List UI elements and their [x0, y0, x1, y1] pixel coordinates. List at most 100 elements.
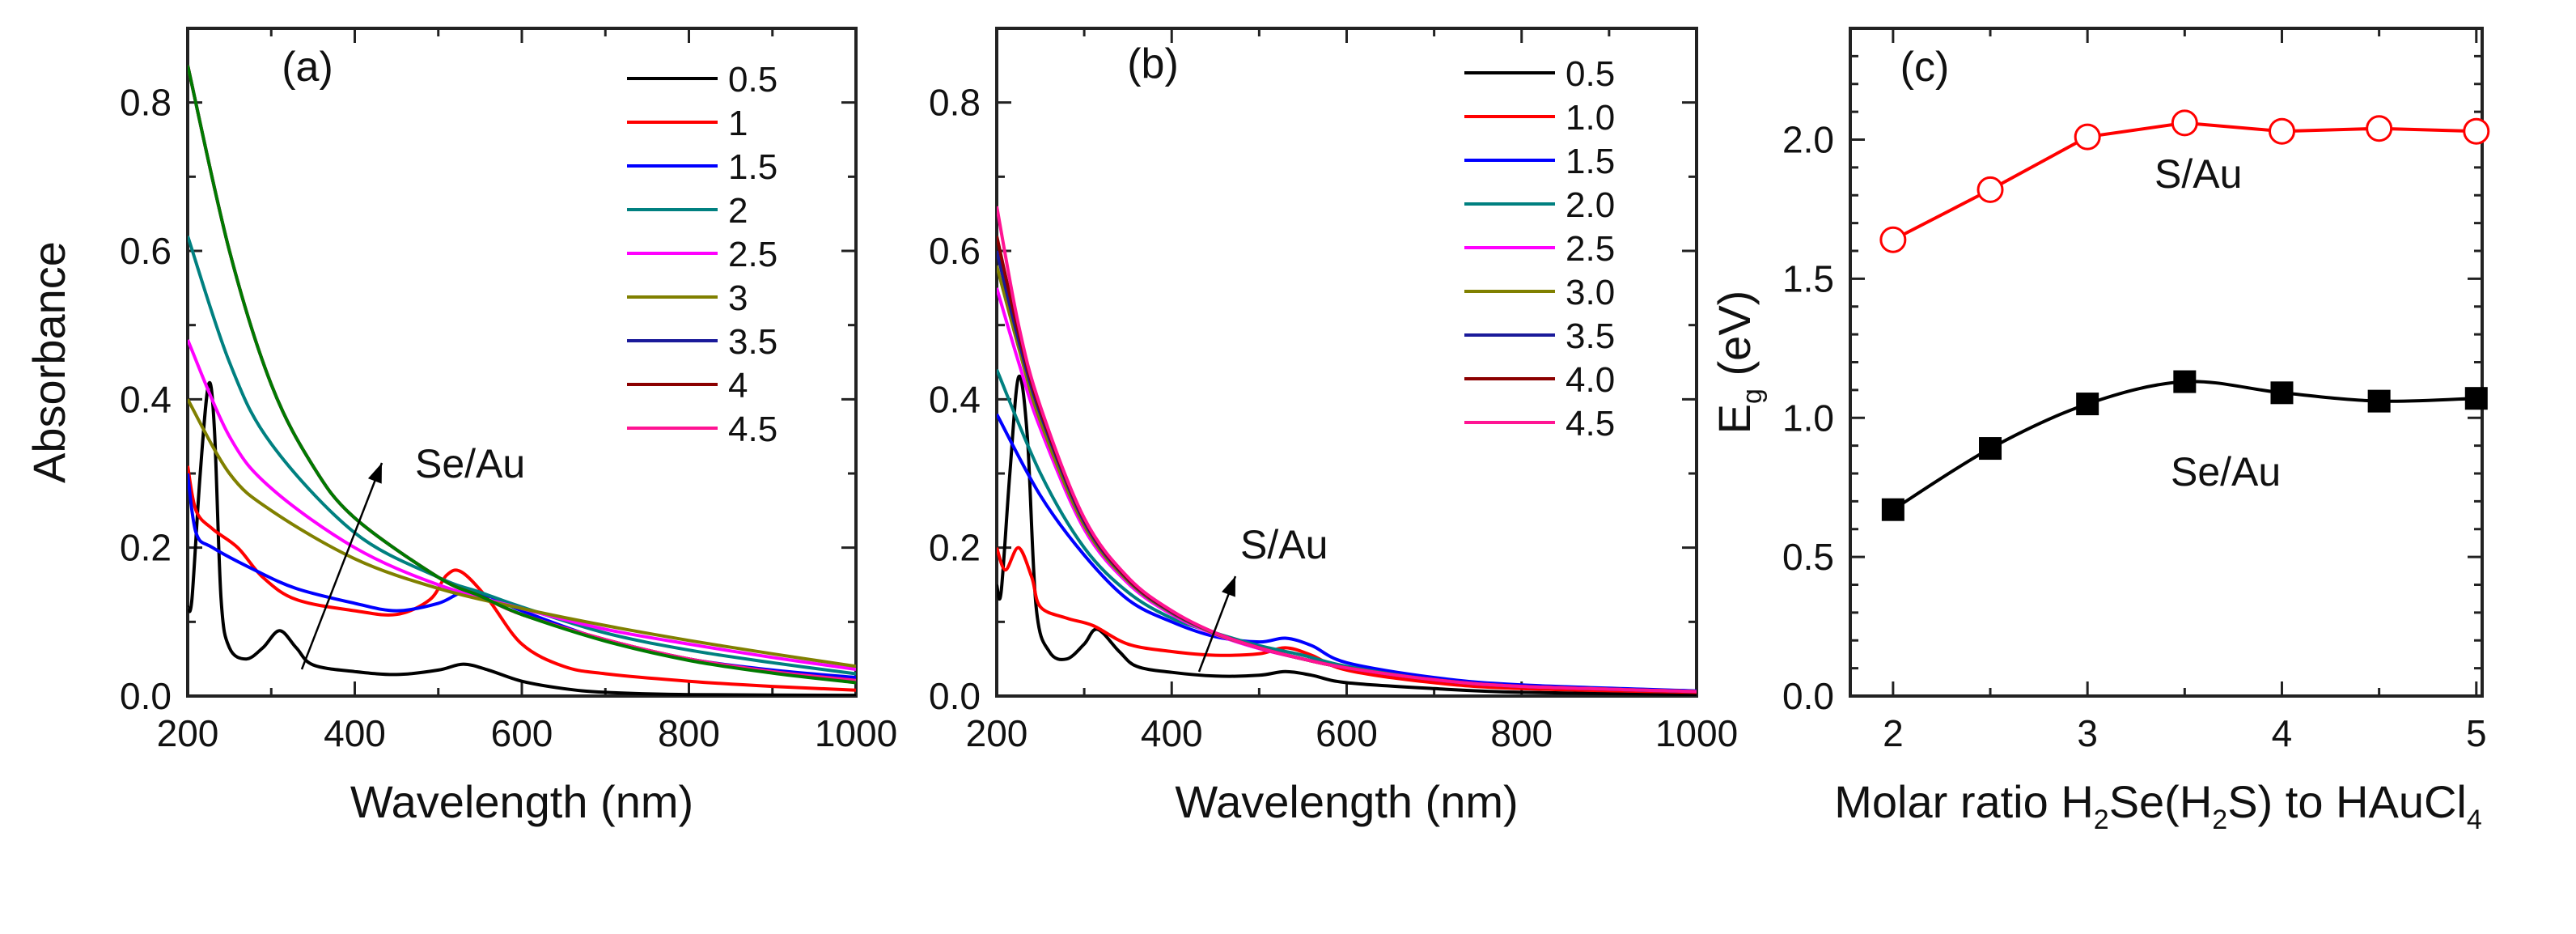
annotation-arrow	[300, 462, 383, 670]
y-tick-label: 0.0	[120, 675, 172, 717]
legend-label: 4.5	[1566, 404, 1615, 444]
data-point-circle	[2171, 109, 2198, 137]
x-tick-label: 800	[1490, 712, 1553, 754]
data-point-circle	[2366, 115, 2393, 142]
y-axis-title-part: E	[1709, 404, 1760, 434]
data-point-square	[1979, 437, 2002, 461]
legend-label: 3.5	[1566, 316, 1615, 356]
legend-label: 4.0	[1566, 360, 1615, 400]
legend-label: 3.0	[1566, 273, 1615, 312]
series-annotation: S/Au	[2154, 151, 2242, 197]
data-point-circle	[2268, 117, 2295, 145]
series-annotation: Se/Au	[2171, 449, 2281, 495]
y-tick-label: 0.2	[929, 527, 981, 569]
legend-label: 3	[728, 278, 748, 318]
y-tick-label: 0.0	[1782, 675, 1834, 717]
series-Se/Au	[1881, 370, 2488, 521]
x-tick-label: 800	[658, 712, 720, 754]
y-tick-label: 1.5	[1782, 257, 1834, 299]
data-point-circle	[2074, 123, 2101, 151]
y-tick-label: 0.8	[120, 82, 172, 124]
panel-c: 2 3 4 5 0.0 0.5 1.0 1.5 2.0 (c) Molar ratio H2Se(H…	[1709, 27, 2490, 835]
x-tick-label: 600	[1316, 712, 1378, 754]
x-tick-label: 400	[1141, 712, 1203, 754]
series-lines	[188, 65, 856, 696]
y-tick-label: 0.4	[120, 378, 172, 420]
panel-label: (a)	[282, 44, 333, 91]
x-tick-label: 600	[491, 712, 553, 754]
series-line-1	[188, 465, 856, 692]
y-axis-title-part: (eV)	[1709, 291, 1760, 388]
x-axis-title: Wavelength (nm)	[350, 776, 693, 827]
legend-label: 2.5	[728, 235, 777, 274]
panel-label: (c)	[1900, 44, 1950, 91]
x-tick-label: 3	[2077, 712, 2098, 754]
series-line-2.5	[188, 339, 856, 671]
plot-frame	[186, 27, 858, 698]
y-axis-title: Eg (eV)	[1709, 291, 1768, 435]
x-tick-label: 1000	[1655, 712, 1738, 754]
x-tick-label: 200	[157, 712, 219, 754]
legend-label: 2.0	[1566, 185, 1615, 225]
x-tick-label: 2	[1883, 712, 1904, 754]
legend: 0.51.0 1.5 2.02.5 3.0 3.54.04.5	[1464, 54, 1615, 444]
annotation-label: Se/Au	[415, 441, 525, 486]
y-tick-label: 2.0	[1782, 119, 1834, 161]
legend-label: 2	[728, 191, 748, 231]
y-axis-title: Absorbance	[23, 241, 74, 483]
plot-frame	[995, 27, 1698, 698]
series-line-0.5	[188, 381, 856, 696]
y-tick-label: 0.5	[1782, 536, 1834, 578]
legend-label: 1	[728, 104, 748, 143]
y-tick-label: 0.6	[120, 230, 172, 272]
subscript: 4	[2467, 805, 2482, 835]
data-point-circle	[1879, 226, 1907, 253]
y-tick-label: 0.8	[929, 82, 981, 124]
legend-label: 3.5	[728, 322, 777, 362]
annotation-label: S/Au	[1240, 522, 1328, 567]
y-tick-label: 0.6	[929, 230, 981, 272]
data-point-square	[2367, 389, 2391, 413]
plot-frame	[1849, 27, 2484, 698]
data-point-square	[1881, 498, 1904, 521]
x-tick-label: 400	[324, 712, 386, 754]
data-point-square	[2173, 370, 2197, 393]
x-axis-title-part: Se(H	[2109, 776, 2213, 827]
data-point-circle	[2463, 117, 2490, 145]
x-axis-title: Molar ratio H2Se(H2S) to HAuCl4	[1834, 776, 2482, 835]
series-line-unlabeled	[188, 65, 856, 685]
panel-a: 200 400 600 800 1000 0.0 0.2 0.4 0.6 0.8 (a) Wavele…	[23, 27, 897, 827]
series-line-1.0	[997, 546, 1697, 694]
subscript: 2	[2212, 805, 2227, 835]
legend-label: 2.5	[1566, 229, 1615, 269]
y-tick-label: 0.4	[929, 378, 981, 420]
x-tick-label: 1000	[815, 712, 897, 754]
legend: 0.5 1 1.52 2.5 33.5 4 4.5	[627, 60, 777, 449]
legend-label: 1.0	[1566, 98, 1615, 138]
y-tick-label: 1.0	[1782, 397, 1834, 439]
data-point-circle	[1976, 176, 2004, 203]
data-point-square	[2464, 387, 2488, 410]
data-point-square	[2270, 381, 2294, 405]
series-line-2	[188, 236, 856, 676]
legend-label: 0.5	[1566, 54, 1615, 94]
series-line-0.5	[997, 374, 1697, 696]
series-lines	[997, 206, 1697, 696]
x-axis-title-part: S) to HAuCl	[2227, 776, 2467, 827]
x-tick-label: 5	[2466, 712, 2487, 754]
subscript: 2	[2094, 805, 2109, 835]
x-tick-label: 200	[966, 712, 1028, 754]
y-tick-label: 0.0	[929, 675, 981, 717]
panel-label: (b)	[1127, 40, 1179, 87]
arrow-head-icon	[1222, 576, 1235, 597]
series-line-4.5	[997, 206, 1697, 694]
legend-label: 1.5	[1566, 142, 1615, 181]
legend-label: 4	[728, 366, 748, 405]
panel-b: 200 400 600 800 1000 0.0 0.2 0.4 0.6 0.8 (b) Wavele…	[929, 27, 1738, 827]
data-point-square	[2076, 393, 2099, 416]
x-tick-label: 4	[2272, 712, 2293, 754]
series-S/Au	[1879, 109, 2490, 253]
subscript: g	[1737, 388, 1768, 404]
legend-label: 0.5	[728, 60, 777, 100]
